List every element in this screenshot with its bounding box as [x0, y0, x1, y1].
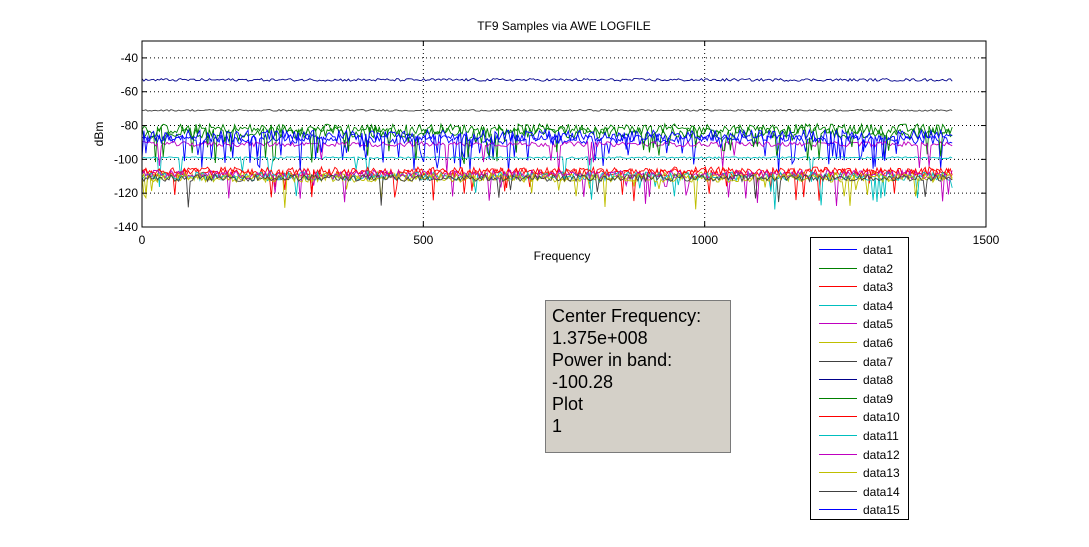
legend-label: data14: [863, 485, 900, 499]
legend-swatch: [819, 286, 857, 287]
legend-label: data7: [863, 355, 893, 369]
legend-label: data1: [863, 243, 893, 257]
legend-swatch: [819, 435, 857, 436]
y-axis-label: dBm: [92, 122, 106, 147]
legend-item[interactable]: data7: [811, 353, 908, 371]
legend-item[interactable]: data8: [811, 371, 908, 389]
legend-label: data3: [863, 280, 893, 294]
legend-swatch: [819, 323, 857, 324]
y-tick-label: -80: [121, 119, 139, 133]
legend-label: data13: [863, 466, 900, 480]
legend-item[interactable]: data11: [811, 427, 908, 445]
legend-label: data2: [863, 262, 893, 276]
y-tick-label: -140: [114, 220, 138, 234]
legend-label: data11: [863, 429, 899, 443]
legend-swatch: [819, 305, 857, 306]
legend-swatch: [819, 361, 857, 362]
legend-label: data6: [863, 336, 893, 350]
legend-item[interactable]: data15: [811, 501, 908, 519]
y-tick-label: -120: [114, 186, 138, 200]
x-tick-label: 1500: [973, 233, 1000, 247]
legend-swatch: [819, 398, 857, 399]
legend-item[interactable]: data12: [811, 446, 908, 464]
info-line: Center Frequency:: [552, 305, 724, 327]
legend-label: data15: [863, 503, 900, 517]
legend-item[interactable]: data5: [811, 315, 908, 333]
legend-swatch: [819, 416, 857, 417]
legend-item[interactable]: data10: [811, 408, 908, 426]
legend-item[interactable]: data2: [811, 260, 908, 278]
legend-label: data9: [863, 392, 893, 406]
legend-label: data5: [863, 317, 893, 331]
legend-swatch: [819, 268, 857, 269]
y-tick-label: -40: [121, 51, 139, 65]
legend-item[interactable]: data4: [811, 297, 908, 315]
legend-swatch: [819, 249, 857, 250]
x-tick-label: 0: [139, 233, 146, 247]
legend-item[interactable]: data14: [811, 483, 908, 501]
y-tick-label: -60: [121, 85, 139, 99]
legend-swatch: [819, 379, 857, 380]
legend-item[interactable]: data13: [811, 464, 908, 482]
info-line: Power in band:: [552, 349, 724, 371]
legend-swatch: [819, 491, 857, 492]
legend-swatch: [819, 342, 857, 343]
legend-label: data10: [863, 410, 900, 424]
chart-title: TF9 Samples via AWE LOGFILE: [477, 19, 651, 33]
legend-label: data8: [863, 373, 893, 387]
x-axis-label: Frequency: [534, 249, 591, 263]
legend-swatch: [819, 454, 857, 455]
x-tick-label: 500: [413, 233, 433, 247]
info-line: -100.28: [552, 371, 724, 393]
info-line: Plot: [552, 393, 724, 415]
legend-item[interactable]: data6: [811, 334, 908, 352]
y-tick-label: -100: [114, 152, 138, 166]
info-line: 1.375e+008: [552, 327, 724, 349]
legend-swatch: [819, 472, 857, 473]
legend-label: data4: [863, 299, 893, 313]
legend-item[interactable]: data1: [811, 241, 908, 259]
x-tick-label: 1000: [691, 233, 718, 247]
legend-item[interactable]: data9: [811, 390, 908, 408]
info-line: 1: [552, 415, 724, 437]
legend-item[interactable]: data3: [811, 278, 908, 296]
legend[interactable]: data1 data2 data3 data4 data5 data6 data7 data8…: [810, 237, 909, 520]
legend-swatch: [819, 509, 857, 510]
legend-label: data12: [863, 448, 900, 462]
info-annotation-box: Center Frequency: 1.375e+008 Power in ba…: [545, 300, 731, 453]
